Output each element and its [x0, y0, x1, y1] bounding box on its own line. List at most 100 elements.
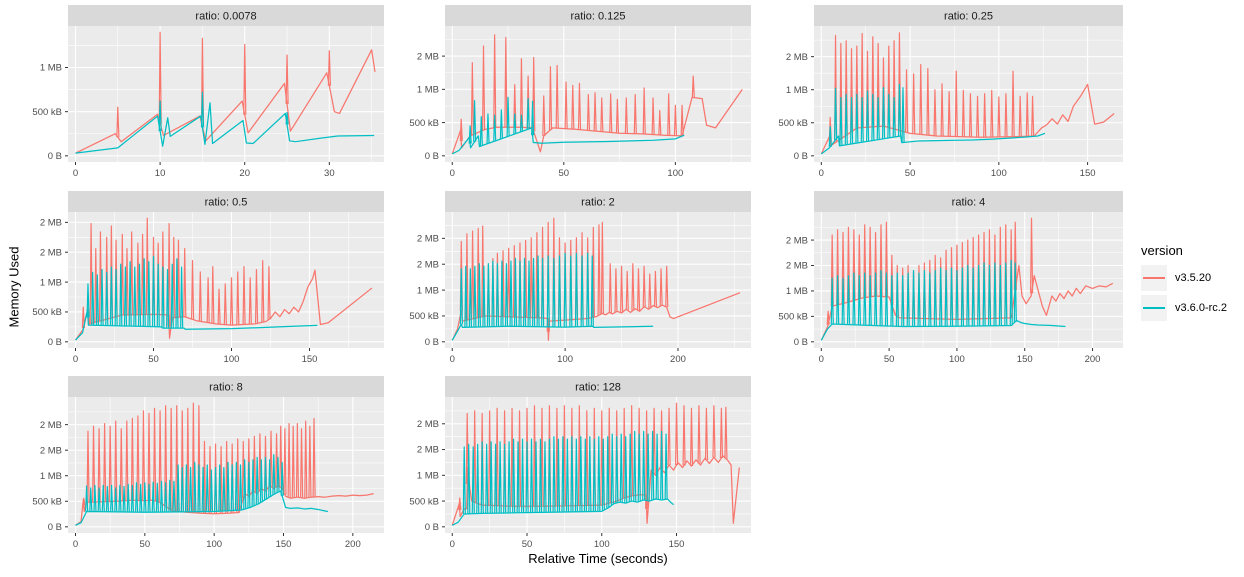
series-spike	[620, 265, 624, 313]
series-spike	[261, 259, 265, 323]
series-spike	[89, 487, 93, 512]
series-spike	[673, 104, 678, 136]
y-tick-label: 2 MB	[40, 420, 62, 431]
series-spike	[243, 459, 247, 510]
series-spike	[680, 104, 684, 136]
series-spike	[239, 464, 243, 511]
series-spike	[110, 484, 114, 512]
series-spike	[1004, 262, 1008, 326]
y-tick-label: 500 kB	[409, 496, 439, 507]
x-tick-label: 0	[819, 168, 824, 179]
series-spike	[153, 407, 157, 501]
y-tick-label: 0 B	[425, 151, 439, 162]
series-spike	[531, 100, 535, 136]
series-spike	[881, 87, 886, 139]
series-spike	[844, 93, 848, 145]
series-spike	[217, 288, 221, 325]
series-spike	[276, 456, 280, 493]
series-spike	[574, 252, 579, 327]
series-spike	[619, 433, 623, 503]
series-spike	[564, 81, 568, 129]
series-spike	[503, 443, 507, 514]
series-spike	[976, 95, 980, 138]
series-spike	[950, 267, 954, 327]
y-tick-label: 2 MB	[786, 261, 808, 272]
series-spike	[905, 69, 909, 133]
series-spike	[971, 267, 975, 327]
series-spike	[586, 94, 591, 131]
y-tick-label: 500 kB	[32, 307, 62, 318]
series-spike	[541, 257, 545, 327]
series-base-line	[820, 132, 1046, 155]
series-spike	[471, 446, 475, 514]
series-spike	[95, 274, 100, 326]
y-axis-title: Memory Used	[6, 246, 22, 328]
series-spike	[93, 484, 97, 512]
y-tick-label: 1 MB	[786, 85, 808, 96]
series-spike	[628, 433, 632, 502]
series-spike	[665, 265, 669, 308]
legend-item: v3.5.20	[1141, 265, 1227, 291]
series-spike	[214, 466, 218, 512]
series-spike	[86, 283, 90, 318]
series-spike	[147, 261, 151, 327]
series-spike	[583, 438, 588, 512]
series-spike	[164, 405, 168, 507]
series-spike	[247, 461, 251, 508]
series-base-line	[451, 323, 654, 341]
series-spike	[704, 407, 709, 461]
series-spike	[118, 484, 122, 512]
series-spike	[176, 464, 180, 512]
facet-strip	[814, 191, 1123, 212]
series-spike	[81, 306, 85, 329]
series-spike	[267, 265, 271, 320]
series-spike	[557, 255, 562, 328]
series-spike	[248, 277, 252, 325]
series-spike	[901, 275, 905, 327]
x-tick-label: 50	[140, 539, 151, 550]
series-v3.6.0-rc.2	[451, 430, 674, 526]
series-spike	[506, 96, 510, 137]
facet: ratio: 128 0 50 100 150 0 B 500 kB 1 MB 2 MB 2 MB	[409, 376, 751, 550]
series-spike	[828, 126, 832, 147]
series-spike	[101, 484, 105, 512]
series-spike	[966, 264, 970, 327]
x-tick-label: 150	[302, 354, 318, 365]
series-spike	[993, 262, 997, 326]
x-tick-label: 100	[206, 539, 222, 550]
series-spike	[516, 441, 520, 513]
x-tick-label: 100	[991, 168, 1007, 179]
series-spike	[879, 269, 883, 326]
series-spike	[175, 258, 179, 329]
series-spike	[151, 255, 156, 327]
series-spike	[586, 252, 590, 327]
series-spike	[156, 263, 160, 327]
series-spike	[944, 269, 948, 327]
series-spike	[527, 260, 531, 327]
y-tick-label: 500 kB	[32, 107, 62, 118]
series-spike	[467, 443, 471, 514]
series-spike	[211, 265, 215, 324]
series-spike	[625, 270, 629, 311]
series-spike	[108, 425, 112, 502]
y-tick-label: 2 MB	[417, 259, 439, 270]
series-spike	[871, 93, 875, 141]
series-spike	[615, 436, 619, 503]
y-tick-label: 2 MB	[417, 51, 439, 62]
y-tick-label: 2 MB	[40, 218, 62, 229]
series-spike	[114, 268, 118, 326]
series-spike	[933, 89, 937, 136]
series-spike	[147, 483, 151, 513]
series-spike	[200, 91, 205, 128]
series-spike	[268, 459, 272, 498]
series-spike	[577, 82, 582, 130]
y-tick-label: 500 kB	[778, 312, 808, 323]
series-spike	[928, 272, 932, 327]
series-spike	[190, 259, 195, 320]
series-spike	[198, 271, 202, 322]
series-spike	[151, 481, 155, 513]
series-spike	[887, 93, 891, 138]
series-spike	[642, 265, 646, 307]
x-tick-label: 150	[669, 539, 685, 550]
series-v3.6.0-rc.2	[820, 83, 1046, 155]
